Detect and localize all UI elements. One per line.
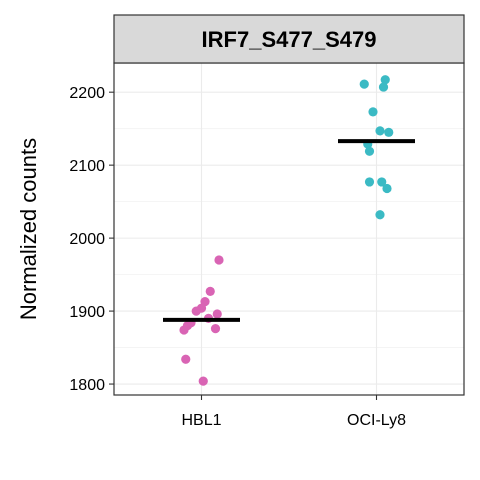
- data-point: [368, 107, 377, 116]
- y-tick-label: 2100: [69, 158, 105, 175]
- data-point: [213, 309, 222, 318]
- y-axis: 1800 1900 2000 2100 2200: [69, 85, 114, 394]
- data-point: [214, 255, 223, 264]
- data-point: [192, 306, 201, 315]
- data-point: [365, 177, 374, 186]
- data-point: [206, 287, 215, 296]
- gridlines: [114, 63, 464, 395]
- data-point: [181, 355, 190, 364]
- y-tick-label: 1800: [69, 377, 105, 394]
- x-axis: HBL1 OCI-Ly8: [181, 395, 406, 429]
- x-tick-label: OCI-Ly8: [347, 412, 406, 429]
- y-tick-label: 2000: [69, 231, 105, 248]
- data-point: [382, 184, 391, 193]
- panel-border: [114, 63, 464, 395]
- median-bars: [163, 141, 415, 320]
- data-point: [375, 126, 384, 135]
- y-axis-title: Normalized counts: [16, 138, 41, 320]
- data-point: [384, 128, 393, 137]
- data-point: [375, 210, 384, 219]
- data-point: [379, 82, 388, 91]
- data-point: [199, 377, 208, 386]
- x-tick-label: HBL1: [181, 412, 221, 429]
- y-tick-label: 2200: [69, 85, 105, 102]
- data-point: [365, 147, 374, 156]
- data-point: [211, 324, 220, 333]
- data-point: [179, 325, 188, 334]
- data-points: [179, 75, 393, 386]
- facet-title: IRF7_S477_S479: [202, 27, 377, 52]
- y-tick-label: 1900: [69, 304, 105, 321]
- data-point: [360, 80, 369, 89]
